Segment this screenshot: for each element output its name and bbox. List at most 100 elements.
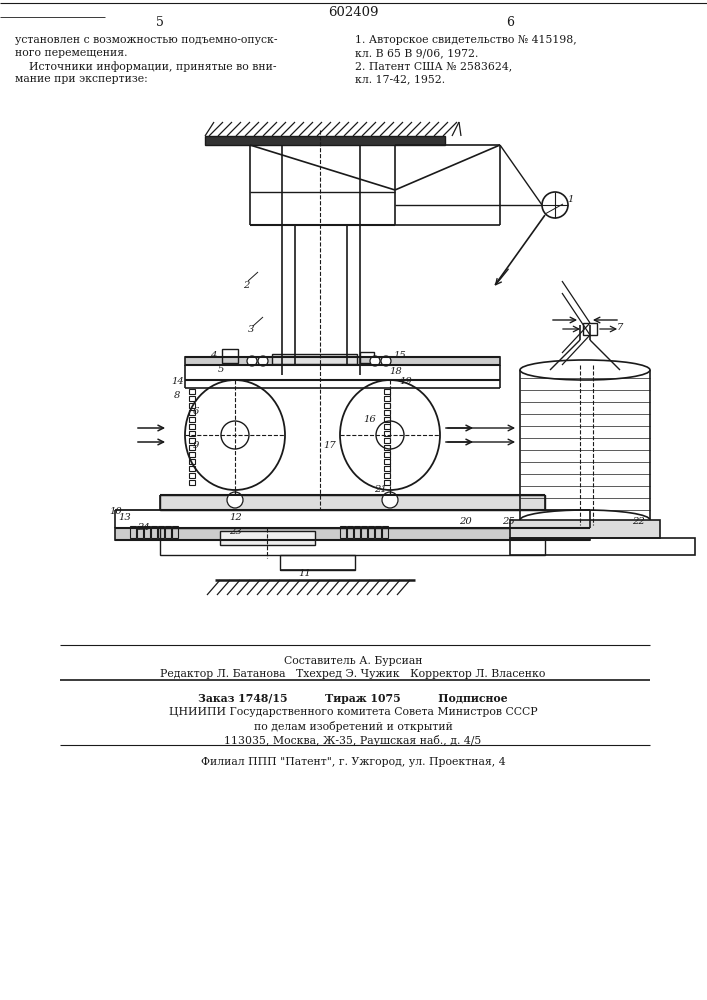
- Text: Редактор Л. Батанова   Тхехред Э. Чужик   Корректор Л. Власенко: Редактор Л. Батанова Тхехред Э. Чужик Ко…: [160, 669, 546, 679]
- Text: 24: 24: [136, 524, 149, 532]
- Text: 25: 25: [502, 518, 515, 526]
- Bar: [583, 323, 597, 335]
- Circle shape: [542, 192, 568, 218]
- Text: 21: 21: [373, 486, 386, 494]
- Text: 5: 5: [218, 365, 224, 374]
- Text: 4: 4: [210, 351, 216, 360]
- Text: 14: 14: [172, 377, 185, 386]
- Text: 17: 17: [324, 440, 337, 450]
- Text: 15: 15: [394, 351, 407, 360]
- Circle shape: [370, 356, 380, 366]
- Text: 13: 13: [119, 514, 132, 522]
- Bar: [189, 452, 195, 457]
- Bar: [384, 459, 390, 464]
- Text: 2. Патент США № 2583624,: 2. Патент США № 2583624,: [355, 61, 513, 71]
- Text: кл. В 65 В 9/06, 1972.: кл. В 65 В 9/06, 1972.: [355, 48, 479, 58]
- Bar: [384, 410, 390, 415]
- Bar: [384, 473, 390, 478]
- Text: 5: 5: [156, 16, 164, 29]
- Bar: [189, 417, 195, 422]
- Bar: [384, 389, 390, 394]
- Text: 113035, Москва, Ж-35, Раушская наб., д. 4/5: 113035, Москва, Ж-35, Раушская наб., д. …: [224, 735, 481, 746]
- Bar: [384, 466, 390, 471]
- Bar: [185, 357, 500, 365]
- Bar: [354, 526, 360, 538]
- Text: 11: 11: [298, 570, 311, 578]
- Bar: [382, 526, 388, 538]
- Text: установлен с возможностью подъемно-опуск-: установлен с возможностью подъемно-опуск…: [15, 35, 278, 45]
- Bar: [189, 438, 195, 443]
- Circle shape: [247, 356, 257, 366]
- Text: 10: 10: [110, 508, 122, 516]
- Bar: [160, 495, 545, 510]
- Text: 1. Авторское свидетельство № 415198,: 1. Авторское свидетельство № 415198,: [355, 35, 577, 45]
- Bar: [510, 520, 660, 538]
- Circle shape: [381, 356, 391, 366]
- Bar: [384, 396, 390, 401]
- Bar: [158, 526, 164, 538]
- Bar: [384, 452, 390, 457]
- Bar: [160, 528, 545, 555]
- Bar: [189, 431, 195, 436]
- Text: 3: 3: [248, 326, 255, 334]
- Bar: [189, 424, 195, 429]
- Ellipse shape: [520, 360, 650, 380]
- Bar: [189, 480, 195, 485]
- Text: ного перемещения.: ного перемещения.: [15, 48, 127, 58]
- Bar: [222, 349, 238, 363]
- Text: 1: 1: [567, 196, 573, 205]
- Bar: [272, 354, 357, 364]
- Text: Филиал ППП "Патент", г. Ужгород, ул. Проектная, 4: Филиал ППП "Патент", г. Ужгород, ул. Про…: [201, 757, 506, 767]
- Bar: [151, 526, 157, 538]
- Bar: [189, 445, 195, 450]
- Circle shape: [382, 492, 398, 508]
- Text: 20: 20: [459, 518, 472, 526]
- Ellipse shape: [340, 380, 440, 490]
- Text: Составитель А. Бурсиан: Составитель А. Бурсиан: [284, 656, 422, 666]
- Bar: [189, 396, 195, 401]
- Text: мание при экспертизе:: мание при экспертизе:: [15, 74, 148, 84]
- Text: 23: 23: [228, 528, 241, 536]
- Bar: [189, 389, 195, 394]
- Text: 16: 16: [363, 416, 376, 424]
- Bar: [189, 459, 195, 464]
- Bar: [384, 438, 390, 443]
- Bar: [189, 403, 195, 408]
- Bar: [360, 352, 374, 363]
- Bar: [172, 526, 178, 538]
- Bar: [375, 526, 381, 538]
- Text: Заказ 1748/15          Тираж 1075          Подписное: Заказ 1748/15 Тираж 1075 Подписное: [198, 693, 508, 704]
- Text: 12: 12: [230, 514, 243, 522]
- Text: по делам изобретений и открытий: по делам изобретений и открытий: [254, 721, 452, 732]
- Bar: [510, 538, 695, 555]
- Text: 7: 7: [617, 324, 623, 332]
- Bar: [347, 526, 353, 538]
- Bar: [189, 473, 195, 478]
- Bar: [137, 526, 143, 538]
- Bar: [368, 526, 374, 538]
- Bar: [384, 445, 390, 450]
- Bar: [384, 431, 390, 436]
- Bar: [165, 526, 171, 538]
- Bar: [115, 528, 590, 540]
- Circle shape: [376, 421, 404, 449]
- Bar: [384, 417, 390, 422]
- Text: 18: 18: [390, 367, 402, 376]
- Text: 19: 19: [399, 377, 412, 386]
- Bar: [384, 480, 390, 485]
- Bar: [205, 136, 445, 145]
- Bar: [280, 555, 355, 570]
- Text: ЦНИИПИ Государственного комитета Совета Министров СССР: ЦНИИПИ Государственного комитета Совета …: [169, 707, 537, 717]
- Bar: [384, 403, 390, 408]
- Text: 9: 9: [193, 440, 199, 450]
- Ellipse shape: [185, 380, 285, 490]
- Text: 2: 2: [243, 280, 249, 290]
- Bar: [220, 531, 315, 545]
- Text: кл. 17-42, 1952.: кл. 17-42, 1952.: [355, 74, 445, 84]
- Bar: [361, 526, 367, 538]
- Bar: [384, 424, 390, 429]
- Bar: [189, 410, 195, 415]
- Text: 22: 22: [631, 518, 644, 526]
- Text: Источники информации, принятые во вни-: Источники информации, принятые во вни-: [15, 61, 276, 72]
- Text: 6: 6: [193, 408, 199, 416]
